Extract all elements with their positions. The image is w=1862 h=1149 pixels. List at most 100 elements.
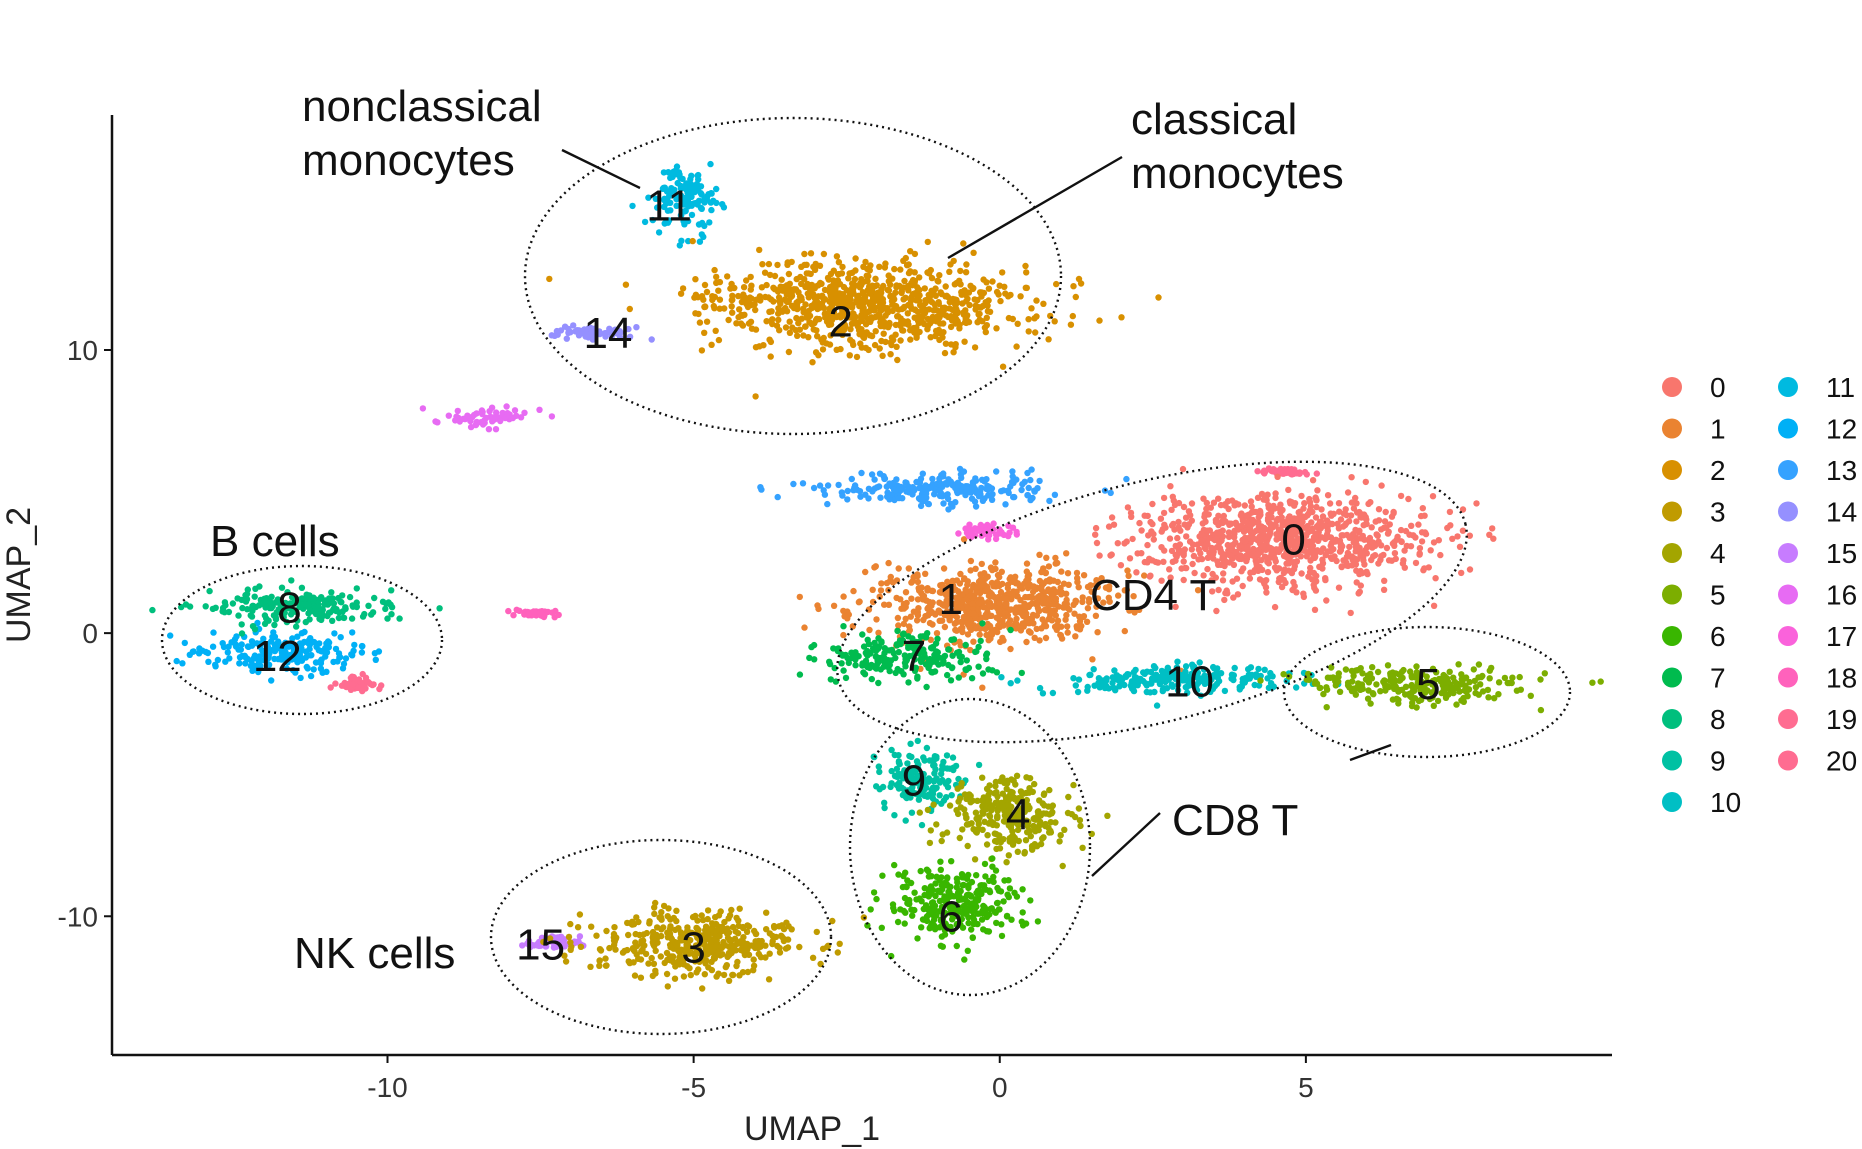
cluster-label-1: 1 [939, 575, 963, 624]
x-tick-label: 5 [1298, 1072, 1314, 1103]
legend-label: 9 [1710, 746, 1726, 777]
cluster-2-points [546, 237, 1162, 400]
legend-swatch [1662, 750, 1682, 771]
cluster-label-9: 9 [902, 756, 926, 805]
legend-swatch [1778, 667, 1798, 688]
cluster-label-2: 2 [828, 298, 852, 347]
legend-label: 16 [1826, 580, 1857, 611]
legend-label: 6 [1710, 621, 1726, 652]
legend-swatch [1662, 667, 1682, 688]
cluster-label-12: 12 [253, 632, 302, 681]
nk-cells-label: NK cells [294, 929, 455, 978]
legend-label: 20 [1826, 746, 1857, 777]
cluster-13-points [757, 465, 1130, 513]
legend-swatch [1662, 792, 1682, 812]
x-axis-title: UMAP_1 [744, 1110, 880, 1148]
cd8-t-label: CD8 T [1172, 796, 1298, 845]
legend-item-5: 5 [1662, 580, 1726, 611]
nonclassical-leader-line [561, 148, 641, 190]
legend-item-18: 18 [1778, 663, 1857, 694]
cluster-14-points [548, 322, 655, 343]
y-tick-label: -10 [58, 901, 98, 932]
legend-item-15: 15 [1778, 538, 1857, 569]
legend-item-20: 20 [1778, 746, 1857, 777]
legend-label: 2 [1710, 455, 1726, 486]
legend-item-12: 12 [1778, 414, 1857, 445]
cluster-6-points [864, 855, 1042, 963]
legend-swatch [1778, 377, 1798, 397]
legend-item-6: 6 [1662, 621, 1726, 652]
legend-label: 18 [1826, 663, 1857, 694]
cluster-label-14: 14 [583, 309, 632, 358]
cd4-t-label: CD4 T [1090, 571, 1216, 620]
cluster-8-points [149, 577, 443, 637]
cluster-label-10: 10 [1165, 657, 1214, 706]
cd8-t-left-ellipse [848, 697, 1092, 997]
cluster-20-points [1254, 465, 1321, 478]
cluster-16-points [419, 403, 556, 433]
cluster-0-points [1092, 465, 1497, 617]
legend-swatch [1662, 626, 1682, 646]
classical-leader-line [947, 155, 1123, 260]
cluster-label-0: 0 [1281, 516, 1305, 565]
legend-label: 1 [1710, 414, 1726, 445]
group-ellipses [160, 116, 1572, 1036]
x-tick-label: -5 [681, 1072, 706, 1103]
cd8-t-left-leader-line [1091, 812, 1161, 877]
cluster-9-points [870, 737, 983, 829]
cluster-label-15: 15 [516, 921, 565, 970]
cluster-19-points [327, 670, 385, 695]
legend-item-0: 0 [1662, 372, 1726, 403]
classical-monocytes-label: classical monocytes [1131, 95, 1344, 198]
legend-item-13: 13 [1778, 455, 1857, 486]
legend-item-19: 19 [1778, 704, 1857, 735]
legend-swatch [1778, 709, 1798, 729]
legend-swatch [1778, 543, 1798, 563]
legend-label: 13 [1826, 455, 1857, 486]
legend-swatch [1662, 709, 1682, 729]
legend-swatch [1662, 501, 1682, 522]
cluster-label-3: 3 [681, 923, 705, 972]
legend-label: 19 [1826, 704, 1857, 735]
legend-label: 12 [1826, 414, 1857, 445]
legend-item-4: 4 [1662, 538, 1726, 569]
cd8-t-right-leader-line [1349, 743, 1392, 762]
legend-label: 7 [1710, 663, 1726, 694]
legend-label: 4 [1710, 538, 1726, 569]
x-tick-label: 0 [992, 1072, 1008, 1103]
legend-swatch [1778, 501, 1798, 522]
legend-swatch [1662, 460, 1682, 480]
legend-swatch [1662, 543, 1682, 563]
nk-cells-ellipse [489, 838, 833, 1036]
legend-item-10: 10 [1662, 787, 1741, 818]
legend-label: 5 [1710, 580, 1726, 611]
cluster-label-6: 6 [939, 892, 963, 941]
legend-label: 8 [1710, 704, 1726, 735]
legend-label: 11 [1826, 372, 1855, 403]
legend-item-17: 17 [1778, 621, 1857, 652]
legend-swatch [1778, 750, 1798, 771]
cluster-10-points [998, 658, 1373, 709]
legend-label: 15 [1826, 538, 1857, 569]
legend-swatch [1778, 626, 1798, 646]
cd8-t-right-ellipse [1282, 625, 1572, 759]
legend-swatch [1778, 584, 1798, 605]
b-cells-label: B cells [210, 517, 340, 566]
legend-item-11: 11 [1778, 372, 1855, 403]
cluster-label-7: 7 [902, 632, 926, 681]
legend-item-16: 16 [1778, 580, 1857, 611]
legend-item-2: 2 [1662, 455, 1726, 486]
cluster-4-points [916, 772, 1111, 870]
legend-label: 0 [1710, 372, 1726, 403]
legend-swatch [1778, 460, 1798, 480]
y-axis-title: UMAP_2 [0, 507, 38, 643]
monocytes-ellipse [523, 116, 1063, 436]
group-labels: nonclassical monocytes classical monocytes B… [210, 82, 1344, 978]
cluster-1-points [796, 536, 1202, 691]
legend-label: 17 [1826, 621, 1857, 652]
legend-swatch [1778, 418, 1798, 439]
